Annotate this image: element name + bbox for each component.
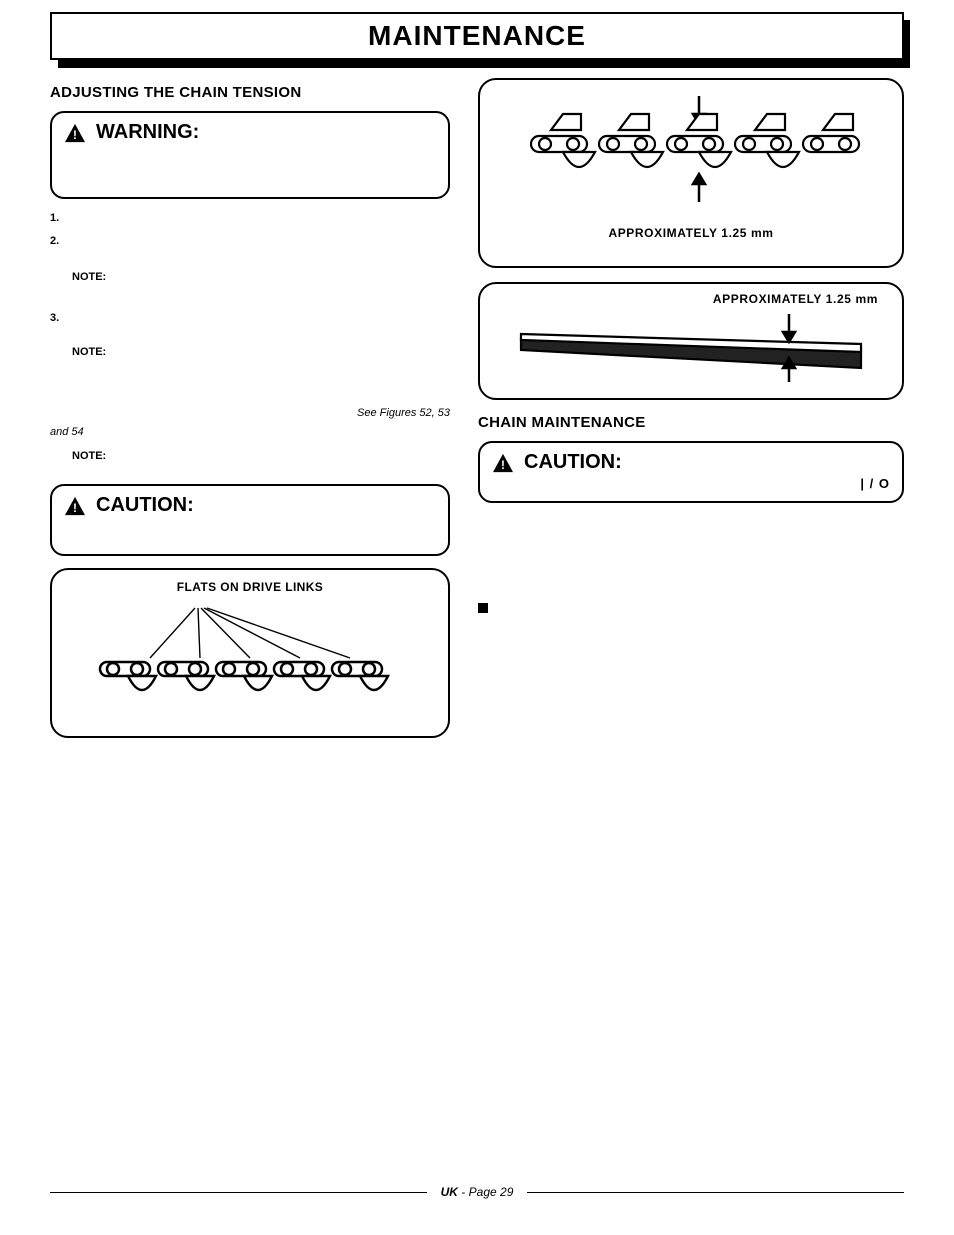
caution-trail: | / O (492, 476, 890, 491)
footer-rule-right (527, 1192, 904, 1193)
warning-triangle-icon: ! (64, 123, 86, 143)
caution-box-left: ! CAUTION: (50, 484, 450, 556)
section-heading-chain-maint: CHAIN MAINTENANCE (478, 414, 904, 431)
warning-box: ! WARNING: (50, 111, 450, 199)
footer-page: Page 29 (469, 1185, 514, 1199)
page-title: MAINTENANCE (368, 20, 586, 52)
right-bullet (478, 603, 904, 620)
step-2-lead: 2. (50, 235, 59, 247)
fig-ref: See Figures 52, 53 (357, 407, 450, 419)
caution-label-left: CAUTION: (96, 494, 194, 517)
svg-text:!: ! (73, 127, 77, 141)
step-1: 1. (50, 211, 450, 226)
figure-54-label: APPROXIMATELY 1.25 mm (713, 292, 878, 306)
footer-rule-left (50, 1192, 427, 1193)
figure-54-svg (511, 294, 871, 386)
figure-54: APPROXIMATELY 1.25 mm (478, 282, 904, 400)
left-column: ADJUSTING THE CHAIN TENSION ! WARNING: 1… (50, 78, 450, 752)
caution-triangle-icon-right: ! (492, 453, 514, 473)
warning-label: WARNING: (96, 121, 199, 144)
figure-53-label: APPROXIMATELY 1.25 mm (490, 226, 892, 240)
note-2: NOTE: (50, 345, 450, 360)
bullet-square-icon (478, 603, 488, 613)
page-footer: UK - Page 29 (50, 1185, 904, 1199)
caution-label-right: CAUTION: (524, 451, 622, 474)
figure-52-svg (80, 600, 420, 718)
right-column: APPROXIMATELY 1.25 mm APPROXIMATELY 1.25… (478, 78, 904, 752)
fig-ref-line: See Figures 52, 53 (50, 406, 450, 421)
figure-53: APPROXIMATELY 1.25 mm (478, 78, 904, 268)
step-3-lead: 3. (50, 312, 59, 324)
footer-text: UK - Page 29 (441, 1185, 514, 1199)
figure-52: FLATS ON DRIVE LINKS (50, 568, 450, 738)
caution-box-right: ! CAUTION: | / O (478, 441, 904, 503)
caution-triangle-icon: ! (64, 496, 86, 516)
step-1-lead: 1. (50, 212, 59, 224)
svg-text:!: ! (73, 501, 77, 515)
note-1: NOTE: (50, 270, 450, 285)
title-box: MAINTENANCE (50, 12, 904, 60)
warning-head: ! WARNING: (64, 121, 436, 144)
footer-sep: - (458, 1185, 469, 1199)
note-3-lead: NOTE: (72, 450, 106, 462)
figure-53-svg (511, 90, 871, 220)
and54: and 54 (50, 426, 84, 438)
footer-country: UK (441, 1185, 458, 1199)
svg-text:!: ! (501, 457, 505, 471)
step-2: 2. (50, 234, 450, 249)
section-heading-adjusting: ADJUSTING THE CHAIN TENSION (50, 84, 450, 101)
step-3: 3. (50, 311, 450, 326)
note-2-lead: NOTE: (72, 346, 106, 358)
caution-head-left: ! CAUTION: (64, 494, 436, 517)
figure-52-label: FLATS ON DRIVE LINKS (62, 580, 438, 594)
note-3: NOTE: (50, 449, 450, 464)
caution-head-right: ! CAUTION: (492, 451, 890, 474)
note-1-lead: NOTE: (72, 271, 106, 283)
page-title-bar: MAINTENANCE (50, 12, 904, 60)
and54-line: and 54 (50, 425, 450, 440)
